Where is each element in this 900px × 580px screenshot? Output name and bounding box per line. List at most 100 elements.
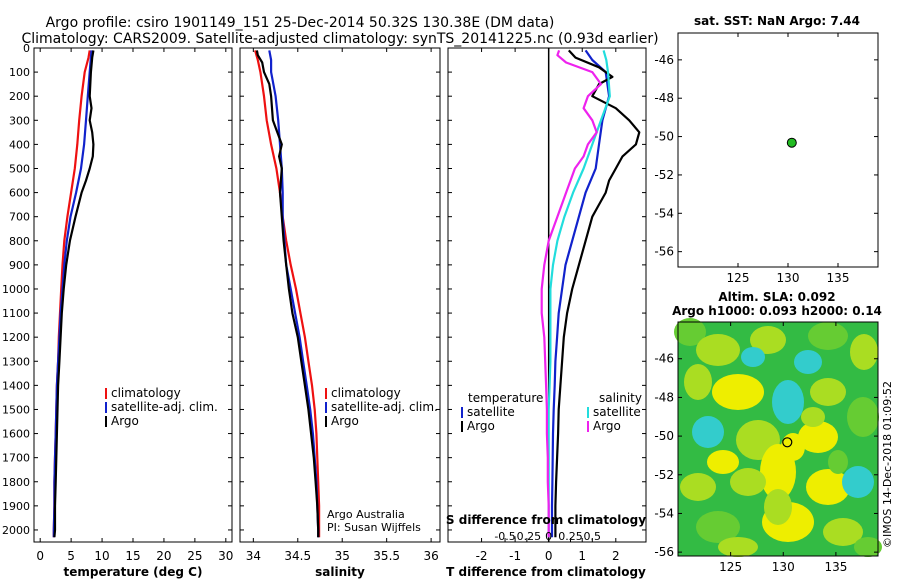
sla-anomaly-blob <box>806 469 850 505</box>
salinity-xtick-label: 35 <box>335 549 350 563</box>
sla-anomaly-blob <box>842 466 874 498</box>
sla-map-title-1: Altim. SLA: 0.092 <box>718 290 835 304</box>
sst-map-frame <box>677 32 879 268</box>
sla-map-ytick-label: -46 <box>654 352 674 366</box>
imos-side-label: ©IMOS 14-Dec-2018 01:09:52 <box>881 381 894 548</box>
sla-map-ytick-label: -52 <box>654 468 674 482</box>
temperature-xlabel: temperature (deg C) <box>64 565 203 579</box>
salinity-series-climatology <box>254 50 321 538</box>
legend-temperature-label: Argo <box>467 419 495 433</box>
depth-tick-label: 1000 <box>2 283 30 296</box>
difference-xtick-label: 1 <box>578 549 586 563</box>
sst-map-title: sat. SST: NaN Argo: 7.44 <box>694 14 860 28</box>
sla-anomaly-blob <box>680 473 716 501</box>
temperature-xtick-label: 10 <box>94 549 109 563</box>
depth-tick-label: 800 <box>9 235 30 248</box>
salinity-xtick-label: 34.5 <box>284 549 311 563</box>
sla-map-xtick-label: 135 <box>824 560 847 574</box>
sla-anomaly-blob <box>674 318 706 346</box>
depth-tick-label: 1300 <box>2 355 30 368</box>
sla-anomaly-blob <box>794 350 822 374</box>
salinity-frame <box>239 47 441 543</box>
depth-tick-label: 900 <box>9 259 30 272</box>
difference-xtick-label: 2 <box>612 549 620 563</box>
sst-map-ytick-label: -56 <box>654 245 674 259</box>
depth-tick-label: 1900 <box>2 500 30 513</box>
depth-tick-label: 200 <box>9 90 30 103</box>
sla-map-title-2: Argo h1000: 0.093 h2000: 0.14 <box>672 304 882 318</box>
sla-anomaly-blob <box>823 518 863 546</box>
legend-temperature-title: temperature <box>468 391 543 405</box>
difference-series-temperature-argo <box>554 49 641 538</box>
sla-map-xtick-label: 125 <box>719 560 742 574</box>
temperature-frame <box>33 47 233 543</box>
temperature-xtick-label: 20 <box>156 549 171 563</box>
argo-position-marker <box>782 437 793 448</box>
legend-temperature-label: satellite <box>467 405 515 419</box>
temperature-legend-label: satellite-adj. clim. <box>111 400 218 414</box>
title-line-2: Climatology: CARS2009. Satellite-adjuste… <box>21 31 658 47</box>
depth-tick-label: 700 <box>9 211 30 224</box>
temperature-xtick-label: 15 <box>125 549 140 563</box>
sla-anomaly-blob <box>696 511 740 543</box>
temperature-plot-marks: 0100200300400500600700800900100011001200… <box>2 42 233 563</box>
s-axis-label: S difference from climatology <box>446 513 646 527</box>
depth-tick-label: 1400 <box>2 379 30 392</box>
sst-map-ytick-label: -46 <box>654 53 674 67</box>
sla-anomaly-blob <box>764 489 792 525</box>
temperature-series-climatology <box>52 50 91 538</box>
s-tick-label: 0 <box>545 530 552 543</box>
salinity-legend-label: satellite-adj. clim. <box>331 400 438 414</box>
sla-anomaly-blob <box>712 374 764 410</box>
sla-map-ytick-label: -48 <box>654 390 674 404</box>
sst-map-xtick-label: 130 <box>777 271 800 285</box>
s-tick-label: 0.5 <box>584 530 602 543</box>
sla-map-ytick-label: -50 <box>654 429 674 443</box>
s-tick-label: -0.5 <box>494 530 515 543</box>
sst-map-xtick-label: 135 <box>827 271 850 285</box>
sla-map-xtick-label: 130 <box>772 560 795 574</box>
salinity-xtick-label: 35.5 <box>373 549 400 563</box>
sst-map-ytick-label: -54 <box>654 206 674 220</box>
salinity-series-satellite-adj-clim- <box>268 50 320 538</box>
title-line-1: Argo profile: csiro 1901149_151 25-Dec-2… <box>46 15 555 31</box>
depth-tick-label: 100 <box>9 66 30 79</box>
sla-anomaly-blob <box>772 380 804 424</box>
temperature-xtick-label: 5 <box>67 549 75 563</box>
salinity-legend-label: climatology <box>331 386 401 400</box>
sst-map-panel: sat. SST: NaN Argo: 7.44 125 130 135 -46 -48… <box>654 14 879 285</box>
salinity-series-argo <box>255 50 320 538</box>
sst-map-ytick-label: -50 <box>654 130 674 144</box>
sla-map-frame <box>677 321 879 557</box>
salinity-xlabel: salinity <box>315 565 365 579</box>
sst-map-xtick-label: 125 <box>727 271 750 285</box>
credit-line-2: PI: Susan Wijffels <box>327 521 421 534</box>
salinity-xtick-label: 34 <box>246 549 261 563</box>
sla-anomaly-blob <box>707 450 739 474</box>
difference-xlabel: T difference from climatology <box>446 565 646 579</box>
sla-anomaly-blob <box>718 537 758 557</box>
sla-anomaly-blob <box>808 322 848 350</box>
temperature-series-satellite-adj-clim- <box>52 50 93 538</box>
sla-anomaly-blob <box>741 347 765 367</box>
depth-tick-label: 0 <box>23 42 30 55</box>
sla-anomaly-blob <box>847 397 879 437</box>
credit-line-1: Argo Australia <box>327 508 405 521</box>
depth-tick-label: 500 <box>9 162 30 175</box>
temperature-series-argo <box>53 50 95 538</box>
sla-heatmap <box>674 318 882 557</box>
difference-xtick-label: 0 <box>545 549 553 563</box>
temperature-xtick-label: 30 <box>218 549 233 563</box>
depth-tick-label: 1600 <box>2 428 30 441</box>
sla-map-panel: Altim. SLA: 0.092 Argo h1000: 0.093 h200… <box>654 290 894 574</box>
depth-tick-label: 600 <box>9 187 30 200</box>
sla-anomaly-blob <box>781 433 805 461</box>
sla-anomaly-blob <box>696 334 740 366</box>
temperature-legend-label: climatology <box>111 386 181 400</box>
temperature-xtick-label: 0 <box>36 549 44 563</box>
argo-position-marker <box>786 137 797 148</box>
depth-tick-label: 1500 <box>2 403 30 416</box>
